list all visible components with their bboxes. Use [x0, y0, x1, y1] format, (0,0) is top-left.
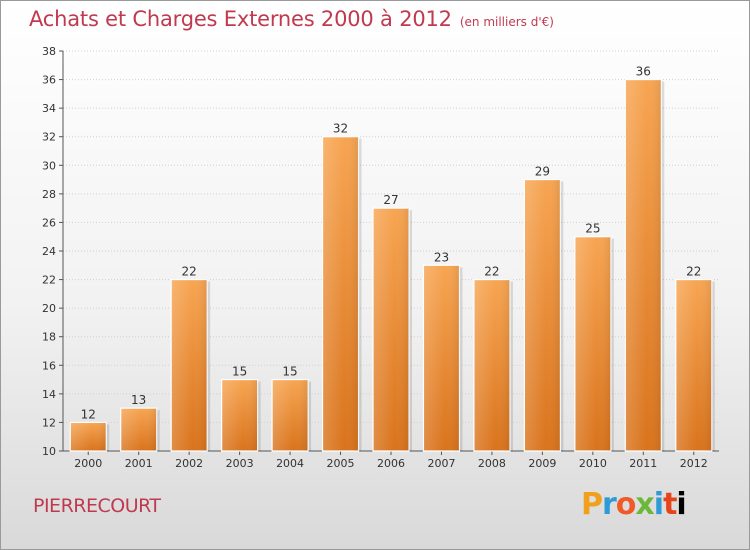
- x-tick-label: 2004: [276, 457, 304, 470]
- y-tick-label: 16: [42, 359, 56, 372]
- x-tick-label: 2002: [175, 457, 203, 470]
- bar-shade: [473, 279, 510, 451]
- value-label: 22: [484, 265, 499, 279]
- chart-title: Achats et Charges Externes 2000 à 2012 (e…: [29, 7, 554, 31]
- bar-shade: [70, 422, 107, 451]
- value-label: 15: [232, 365, 247, 379]
- label-layer: 12 13 22 15 15 32 27 23 22 29 25 36 22: [81, 65, 702, 422]
- x-tick-label: 2012: [680, 457, 708, 470]
- bar-shade: [675, 279, 712, 451]
- proxiti-logo[interactable]: Proxiti: [581, 487, 687, 522]
- logo-letter: o: [615, 487, 637, 522]
- value-label: 27: [383, 193, 398, 207]
- bar-shade: [423, 265, 460, 451]
- y-tick-label: 12: [42, 416, 56, 429]
- value-label: 22: [686, 265, 701, 279]
- commune-name: PIERRECOURT: [33, 495, 161, 517]
- y-tick-label: 18: [42, 331, 56, 344]
- bar-shade: [322, 136, 359, 451]
- y-tick-label: 30: [42, 159, 56, 172]
- value-label: 23: [434, 250, 449, 264]
- value-label: 15: [282, 365, 297, 379]
- y-tick-label: 20: [42, 302, 56, 315]
- bar-shade: [120, 408, 157, 451]
- bar-shade: [524, 179, 561, 452]
- x-tick-label: 2005: [327, 457, 355, 470]
- y-tick-label: 22: [42, 274, 56, 287]
- x-tick-label: 2010: [579, 457, 607, 470]
- x-tick-label: 2006: [377, 457, 405, 470]
- y-tick-label: 36: [42, 74, 56, 87]
- chart-subtitle: (en milliers d'€): [459, 15, 554, 29]
- logo-letter: t: [663, 487, 677, 522]
- bar-shade: [574, 236, 611, 451]
- chart-title-text: Achats et Charges Externes 2000 à 2012: [29, 7, 452, 31]
- x-tick-label: 2011: [629, 457, 657, 470]
- logo-letter: i: [676, 487, 686, 522]
- y-tick-label: 34: [42, 102, 56, 115]
- logo-letter: r: [602, 487, 617, 522]
- y-tick-label: 32: [42, 131, 56, 144]
- x-tick-label: 2008: [478, 457, 506, 470]
- logo-letter: i: [653, 487, 664, 522]
- bar-layer: [69, 78, 715, 452]
- y-tick-label: 10: [42, 445, 56, 458]
- y-tick-label: 28: [42, 188, 56, 201]
- logo-letter: P: [581, 487, 603, 522]
- value-label: 29: [535, 165, 550, 179]
- bar-shade: [221, 379, 258, 451]
- value-label: 22: [182, 265, 197, 279]
- bar-shade: [171, 279, 208, 451]
- value-label: 32: [333, 122, 348, 136]
- value-label: 36: [636, 65, 651, 79]
- value-label: 25: [585, 222, 600, 236]
- y-tick-label: 26: [42, 216, 56, 229]
- y-tick-label: 24: [42, 245, 56, 258]
- bar-shade: [625, 79, 662, 452]
- value-label: 13: [131, 393, 146, 407]
- y-tick-label: 14: [42, 388, 56, 401]
- bar-shade: [272, 379, 309, 451]
- x-tick-label: 2000: [74, 457, 102, 470]
- x-tick-label: 2007: [427, 457, 455, 470]
- bar-shade: [373, 208, 409, 451]
- x-tick-label: 2001: [125, 457, 153, 470]
- logo-letter: x: [635, 487, 654, 522]
- x-tick-label: 2003: [226, 457, 254, 470]
- value-label: 12: [81, 407, 96, 421]
- y-tick-label: 38: [42, 45, 56, 58]
- x-tick-label: 2009: [528, 457, 556, 470]
